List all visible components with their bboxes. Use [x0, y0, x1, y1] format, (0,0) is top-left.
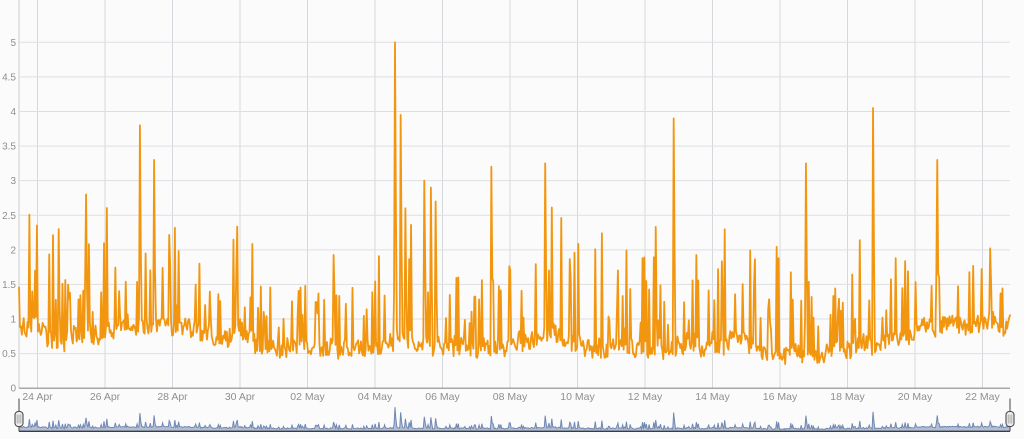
- svg-text:06 May: 06 May: [425, 391, 460, 403]
- svg-text:22 May: 22 May: [965, 391, 1000, 403]
- svg-text:26 Apr: 26 Apr: [90, 391, 121, 403]
- svg-text:08 May: 08 May: [493, 391, 528, 403]
- svg-text:10 May: 10 May: [560, 391, 595, 403]
- svg-text:30 Apr: 30 Apr: [225, 391, 256, 403]
- svg-text:16 May: 16 May: [763, 391, 798, 403]
- svg-text:24 Apr: 24 Apr: [22, 391, 53, 403]
- svg-text:04 May: 04 May: [358, 391, 393, 403]
- svg-text:3: 3: [10, 176, 16, 187]
- svg-text:12 May: 12 May: [628, 391, 663, 403]
- svg-text:28 Apr: 28 Apr: [157, 391, 188, 403]
- svg-text:1.5: 1.5: [2, 280, 16, 291]
- svg-text:2.5: 2.5: [2, 211, 16, 222]
- svg-text:0: 0: [10, 384, 16, 395]
- svg-text:1: 1: [10, 315, 16, 326]
- svg-text:3.5: 3.5: [2, 142, 16, 153]
- svg-text:4: 4: [10, 107, 16, 118]
- svg-text:5: 5: [10, 38, 16, 49]
- svg-text:0.5: 0.5: [2, 349, 16, 360]
- svg-text:2: 2: [10, 245, 16, 256]
- svg-text:02 May: 02 May: [290, 391, 325, 403]
- svg-text:4.5: 4.5: [2, 72, 16, 83]
- svg-text:14 May: 14 May: [695, 391, 730, 403]
- svg-text:18 May: 18 May: [830, 391, 865, 403]
- svg-text:20 May: 20 May: [898, 391, 933, 403]
